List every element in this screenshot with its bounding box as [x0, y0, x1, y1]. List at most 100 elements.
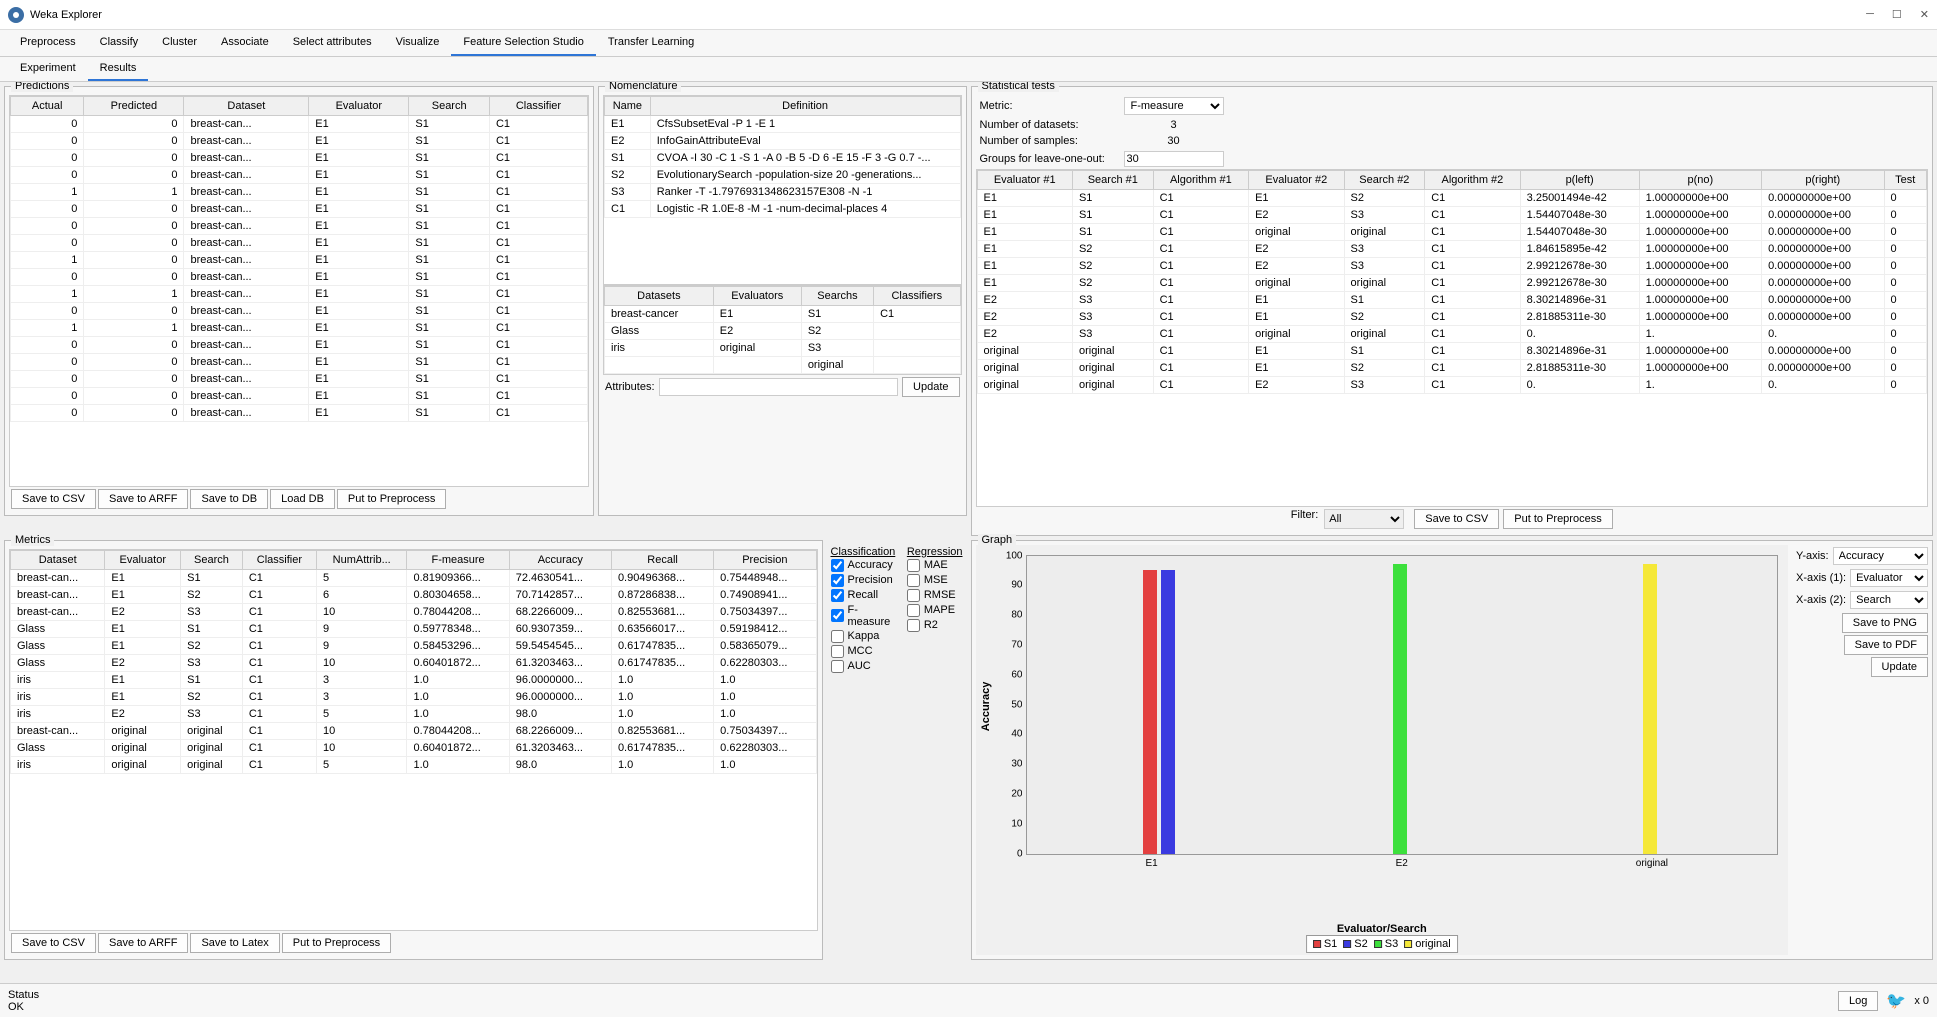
col-header[interactable]: F-measure: [407, 550, 509, 569]
accuracy-checkbox[interactable]: [831, 559, 844, 572]
col-header[interactable]: Algorithm #2: [1425, 171, 1520, 190]
table-row[interactable]: breast-can...E1S1C150.81909366...72.4630…: [11, 569, 817, 586]
nomenclature-grid[interactable]: DatasetsEvaluatorsSearchsClassifiersbrea…: [604, 286, 961, 374]
r2-checkbox[interactable]: [907, 619, 920, 632]
yaxis-select[interactable]: Accuracy: [1833, 547, 1928, 565]
metric-select[interactable]: F-measure: [1124, 97, 1224, 115]
table-row[interactable]: irisE1S2C131.096.0000000...1.01.0: [11, 688, 817, 705]
col-header[interactable]: Test: [1884, 171, 1926, 190]
col-header[interactable]: Recall: [611, 550, 713, 569]
subtab-experiment[interactable]: Experiment: [8, 57, 88, 81]
save-to-csv-button[interactable]: Save to CSV: [1414, 509, 1499, 529]
col-header[interactable]: Evaluators: [713, 287, 801, 306]
col-header[interactable]: Evaluator #2: [1249, 171, 1344, 190]
mcc-checkbox[interactable]: [831, 645, 844, 658]
table-row[interactable]: original: [605, 357, 961, 374]
save-to-latex-button[interactable]: Save to Latex: [190, 933, 279, 953]
col-header[interactable]: p(right): [1762, 171, 1884, 190]
table-row[interactable]: originaloriginalC1E1S2C12.81885311e-301.…: [977, 360, 1927, 377]
update-button[interactable]: Update: [902, 377, 959, 397]
save-to-arff-button[interactable]: Save to ARFF: [98, 933, 188, 953]
put-to-preprocess-button[interactable]: Put to Preprocess: [337, 489, 446, 509]
put-to-preprocess-button[interactable]: Put to Preprocess: [1503, 509, 1612, 529]
table-row[interactable]: E1S2C1E2S3C11.84615895e-421.00000000e+00…: [977, 241, 1927, 258]
col-header[interactable]: Precision: [714, 550, 816, 569]
attributes-input[interactable]: [659, 378, 898, 396]
table-row[interactable]: 00breast-can...E1S1C1: [11, 388, 588, 405]
table-row[interactable]: 00breast-can...E1S1C1: [11, 354, 588, 371]
mape-checkbox[interactable]: [907, 604, 920, 617]
table-row[interactable]: 11breast-can...E1S1C1: [11, 320, 588, 337]
table-row[interactable]: GlassE2S2: [605, 323, 961, 340]
table-row[interactable]: 00breast-can...E1S1C1: [11, 337, 588, 354]
tab-transfer-learning[interactable]: Transfer Learning: [596, 30, 706, 56]
table-row[interactable]: S2EvolutionarySearch -population-size 20…: [605, 167, 961, 184]
table-row[interactable]: E2S3C1originaloriginalC10.1.0.0: [977, 326, 1927, 343]
table-row[interactable]: GlassoriginaloriginalC1100.60401872...61…: [11, 739, 817, 756]
col-header[interactable]: Evaluator: [105, 550, 181, 569]
table-row[interactable]: GlassE1S2C190.58453296...59.5454545...0.…: [11, 637, 817, 654]
table-row[interactable]: 00breast-can...E1S1C1: [11, 150, 588, 167]
table-row[interactable]: E2S3C1E1S2C12.81885311e-301.00000000e+00…: [977, 309, 1927, 326]
table-row[interactable]: E2InfoGainAttributeEval: [605, 133, 961, 150]
groups-input[interactable]: [1124, 151, 1224, 167]
table-row[interactable]: breast-can...E2S3C1100.78044208...68.226…: [11, 603, 817, 620]
col-header[interactable]: Classifier: [489, 97, 587, 116]
table-row[interactable]: 11breast-can...E1S1C1: [11, 286, 588, 303]
table-row[interactable]: S3Ranker -T -1.7976931348623157E308 -N -…: [605, 184, 961, 201]
table-row[interactable]: 00breast-can...E1S1C1: [11, 371, 588, 388]
f-measure-checkbox[interactable]: [831, 609, 844, 622]
table-row[interactable]: E1S1C1E1S2C13.25001494e-421.00000000e+00…: [977, 190, 1927, 207]
col-header[interactable]: Datasets: [605, 287, 714, 306]
table-row[interactable]: breast-can...E1S2C160.80304658...70.7142…: [11, 586, 817, 603]
table-row[interactable]: E1S1C1originaloriginalC11.54407048e-301.…: [977, 224, 1927, 241]
mae-checkbox[interactable]: [907, 559, 920, 572]
col-header[interactable]: Definition: [650, 97, 960, 116]
col-header[interactable]: Search #2: [1344, 171, 1425, 190]
col-header[interactable]: p(no): [1639, 171, 1761, 190]
table-row[interactable]: GlassE2S3C1100.60401872...61.3203463...0…: [11, 654, 817, 671]
table-row[interactable]: 10breast-can...E1S1C1: [11, 252, 588, 269]
table-row[interactable]: C1Logistic -R 1.0E-8 -M -1 -num-decimal-…: [605, 201, 961, 218]
save-to-db-button[interactable]: Save to DB: [190, 489, 268, 509]
rmse-checkbox[interactable]: [907, 589, 920, 602]
nomenclature-table[interactable]: NameDefinitionE1CfsSubsetEval -P 1 -E 1E…: [604, 96, 961, 218]
tab-associate[interactable]: Associate: [209, 30, 281, 56]
table-row[interactable]: 00breast-can...E1S1C1: [11, 167, 588, 184]
col-header[interactable]: Algorithm #1: [1153, 171, 1248, 190]
predictions-table[interactable]: ActualPredictedDatasetEvaluatorSearchCla…: [10, 96, 588, 422]
x2-select[interactable]: Search: [1850, 591, 1928, 609]
maximize-icon[interactable]: ☐: [1892, 8, 1902, 21]
table-row[interactable]: 00breast-can...E1S1C1: [11, 201, 588, 218]
col-header[interactable]: Accuracy: [509, 550, 611, 569]
table-row[interactable]: GlassE1S1C190.59778348...60.9307359...0.…: [11, 620, 817, 637]
table-row[interactable]: breast-cancerE1S1C1: [605, 306, 961, 323]
update-button[interactable]: Update: [1871, 657, 1928, 677]
save-to-csv-button[interactable]: Save to CSV: [11, 933, 96, 953]
col-header[interactable]: Predicted: [84, 97, 184, 116]
put-to-preprocess-button[interactable]: Put to Preprocess: [282, 933, 391, 953]
table-row[interactable]: 00breast-can...E1S1C1: [11, 133, 588, 150]
col-header[interactable]: Evaluator: [309, 97, 409, 116]
tab-select-attributes[interactable]: Select attributes: [281, 30, 384, 56]
stats-table[interactable]: Evaluator #1Search #1Algorithm #1Evaluat…: [977, 170, 1928, 394]
save-to-csv-button[interactable]: Save to CSV: [11, 489, 96, 509]
table-row[interactable]: E2S3C1E1S1C18.30214896e-311.00000000e+00…: [977, 292, 1927, 309]
col-header[interactable]: Searchs: [801, 287, 873, 306]
table-row[interactable]: E1CfsSubsetEval -P 1 -E 1: [605, 116, 961, 133]
col-header[interactable]: Name: [605, 97, 651, 116]
log-button[interactable]: Log: [1838, 991, 1878, 1011]
precision-checkbox[interactable]: [831, 574, 844, 587]
col-header[interactable]: Classifiers: [874, 287, 960, 306]
metrics-table[interactable]: DatasetEvaluatorSearchClassifierNumAttri…: [10, 550, 817, 774]
table-row[interactable]: originaloriginalC1E2S3C10.1.0.0: [977, 377, 1927, 394]
table-row[interactable]: 00breast-can...E1S1C1: [11, 303, 588, 320]
col-header[interactable]: p(left): [1520, 171, 1639, 190]
col-header[interactable]: NumAttrib...: [316, 550, 407, 569]
filter-select[interactable]: All: [1324, 509, 1404, 529]
table-row[interactable]: E1S1C1E2S3C11.54407048e-301.00000000e+00…: [977, 207, 1927, 224]
table-row[interactable]: E1S2C1originaloriginalC12.99212678e-301.…: [977, 275, 1927, 292]
auc-checkbox[interactable]: [831, 660, 844, 673]
table-row[interactable]: 00breast-can...E1S1C1: [11, 116, 588, 133]
table-row[interactable]: irisE2S3C151.098.01.01.0: [11, 705, 817, 722]
